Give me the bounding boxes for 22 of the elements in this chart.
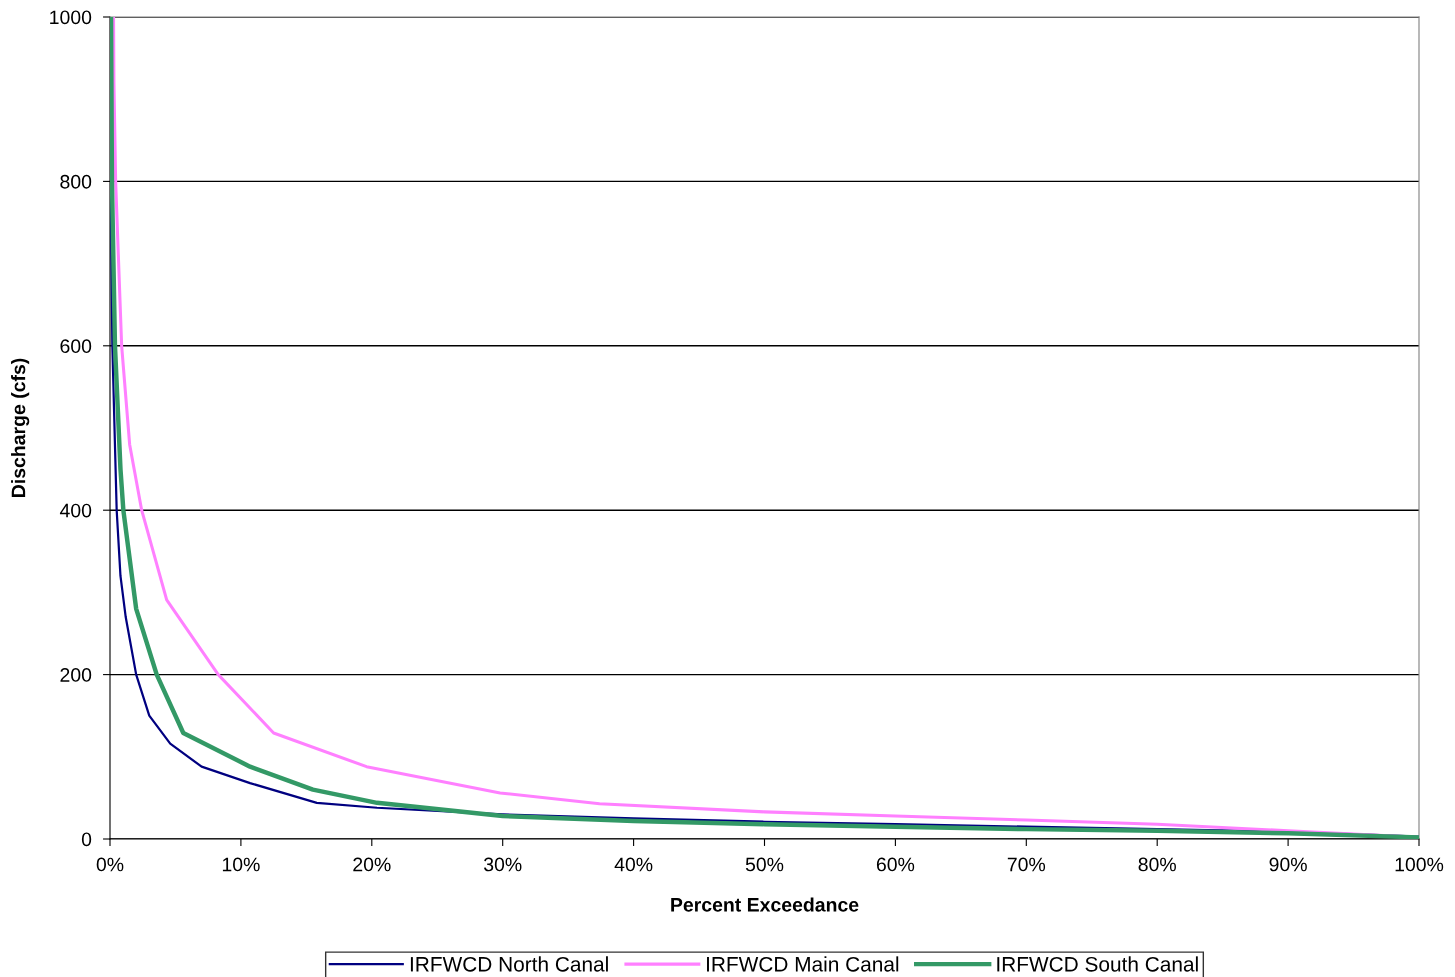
y-tick-label: 200 — [60, 668, 92, 682]
legend-label: IRFWCD South Canal — [997, 956, 1198, 972]
y-tick-label: 0 — [81, 832, 92, 847]
x-tick-label: 80% — [1138, 857, 1176, 872]
x-axis-title: Percent Exceedance — [671, 897, 859, 912]
x-tick-label: 60% — [876, 857, 915, 872]
y-axis-title: Discharge (cfs) — [11, 358, 30, 497]
y-tick-label: 800 — [60, 174, 92, 189]
x-tick-label: 20% — [353, 857, 391, 872]
x-tick-label: 10% — [222, 857, 260, 872]
x-tick-label: 90% — [1269, 857, 1307, 872]
y-tick-label: 400 — [59, 503, 92, 518]
y-tick-label: 600 — [60, 339, 92, 354]
x-tick-label: 40% — [614, 857, 653, 872]
x-tick-label: 100% — [1395, 857, 1444, 872]
y-tick-label: 1000 — [50, 10, 92, 25]
legend-label: IRFWCD Main Canal — [707, 956, 899, 972]
x-tick-label: 50% — [745, 857, 784, 872]
x-tick-label: 0% — [96, 857, 124, 872]
x-tick-label: 70% — [1007, 857, 1046, 872]
x-tick-label: 30% — [483, 857, 522, 872]
legend-label: IRFWCD North Canal — [410, 956, 608, 972]
